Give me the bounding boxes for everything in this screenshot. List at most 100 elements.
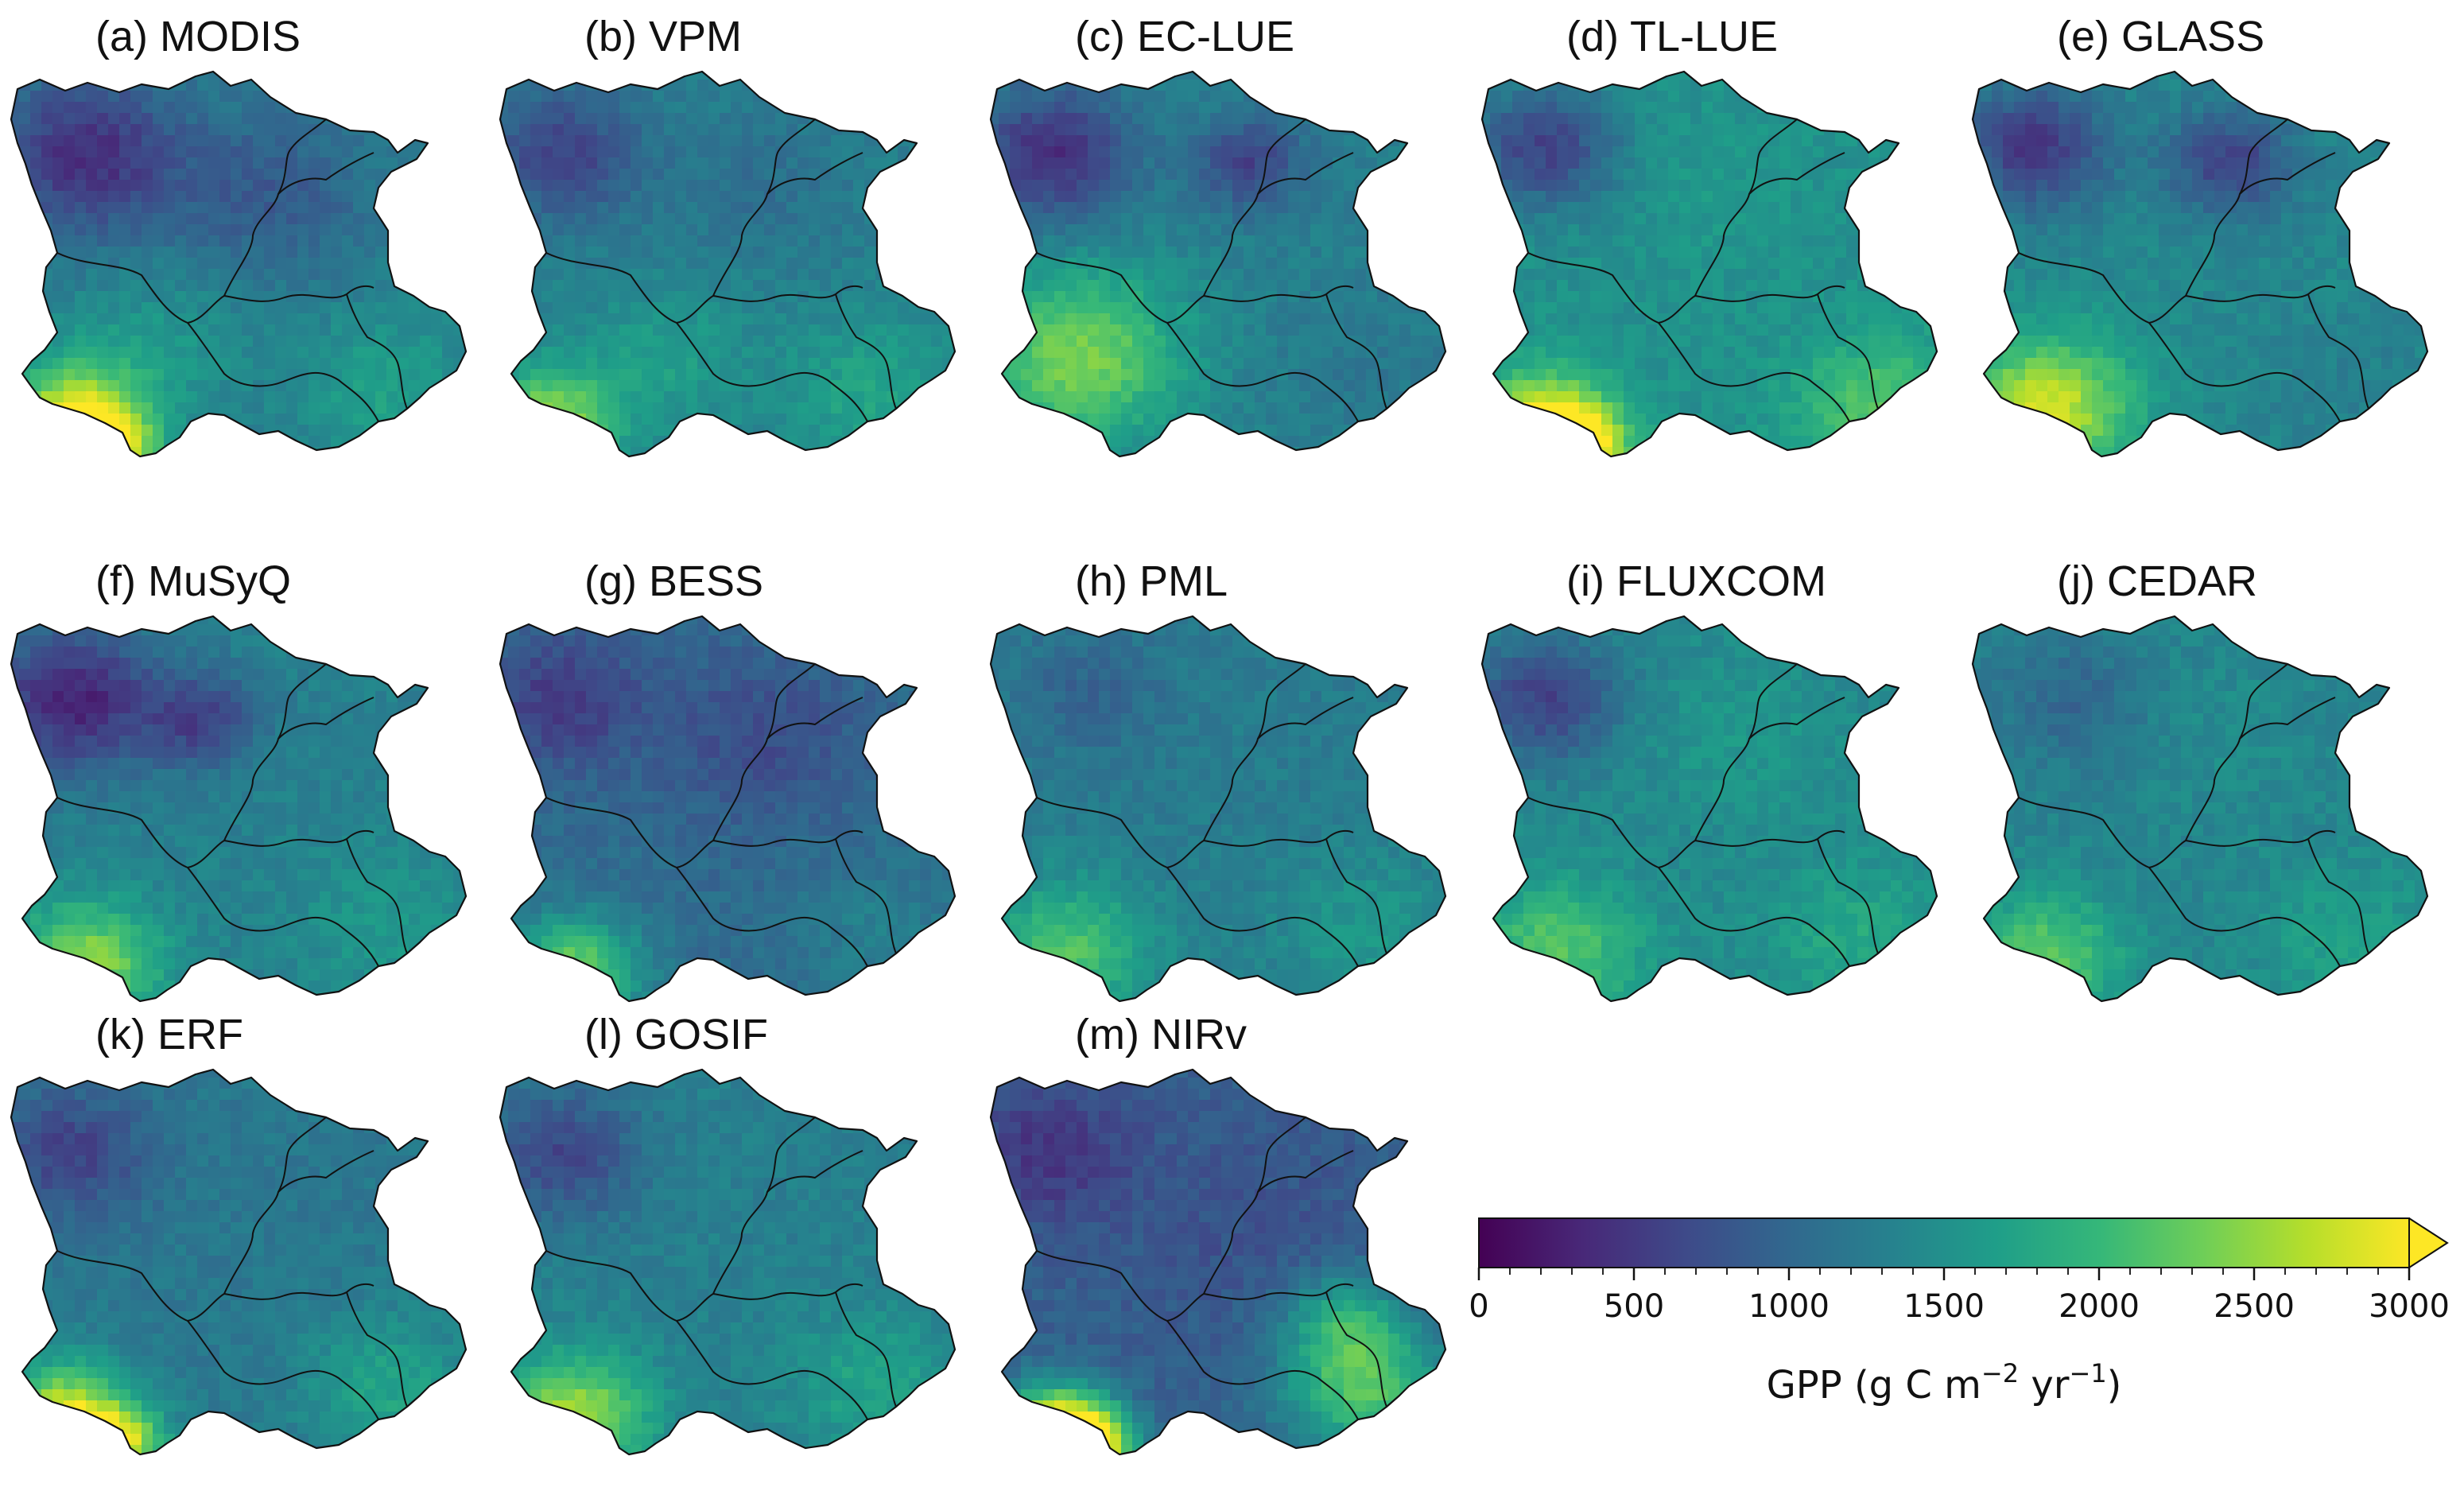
province-boundary xyxy=(187,1320,379,1420)
panel-title: (e) GLASS xyxy=(2057,13,2264,60)
province-boundary xyxy=(2018,252,2336,324)
province-boundary xyxy=(545,252,863,324)
province-boundary xyxy=(1748,118,1798,195)
map-panel-gosif: (l) GOSIF xyxy=(499,1011,956,1456)
map-panel-nirv: (m) NIRv xyxy=(989,1011,1447,1456)
panel-title: (b) VPM xyxy=(584,13,742,60)
colorbar-ticks: 0 500 1000 1500 2000 2500 3000 xyxy=(1469,1268,2450,1325)
province-boundary xyxy=(1203,152,1354,297)
region-outline xyxy=(989,1068,1447,1456)
province-boundary xyxy=(766,663,816,740)
province-boundary xyxy=(712,1150,863,1295)
colorbar-tick-label: 3000 xyxy=(2369,1288,2450,1325)
map-panel-glass: (e) GLASS xyxy=(1971,13,2429,458)
province-boundary xyxy=(1658,867,1850,967)
province-boundary xyxy=(2148,322,2341,422)
province-boundary xyxy=(2239,663,2288,740)
province-boundary xyxy=(1817,838,1879,954)
province-boundary xyxy=(1203,697,1354,841)
province-boundary xyxy=(1257,663,1306,740)
province-boundary xyxy=(277,118,327,195)
colorbar-bar xyxy=(1479,1218,2409,1268)
province-boundary xyxy=(277,1116,327,1193)
region-outline xyxy=(10,615,468,1003)
region-outline xyxy=(10,1068,468,1456)
province-boundary xyxy=(712,697,863,841)
region-outline xyxy=(499,1068,956,1456)
panel-title: (d) TL-LUE xyxy=(1566,13,1778,60)
province-boundary xyxy=(1817,293,1879,410)
region-outline xyxy=(989,70,1447,458)
province-boundary xyxy=(1527,252,1845,324)
province-boundary xyxy=(1036,797,1354,869)
province-boundary xyxy=(2307,293,2369,410)
map-panel-erf: (k) ERF xyxy=(10,1011,468,1456)
province-boundary xyxy=(1257,1116,1306,1193)
colorbar-label: GPP (g C m−2 yr−1) xyxy=(1767,1358,2122,1408)
map-panel-musyq: (f) MuSyQ xyxy=(10,557,468,1003)
province-boundary xyxy=(712,152,863,297)
province-boundary xyxy=(223,1150,374,1295)
province-boundary xyxy=(2148,867,2341,967)
province-boundary xyxy=(2185,697,2336,841)
province-boundary xyxy=(545,797,863,869)
province-boundary xyxy=(1036,1250,1354,1322)
province-boundary xyxy=(56,1250,374,1322)
province-boundary xyxy=(2185,152,2336,297)
panel-title: (k) ERF xyxy=(95,1011,243,1058)
colorbar-tick-label: 1000 xyxy=(1748,1288,1830,1325)
province-boundary xyxy=(1257,118,1306,195)
province-boundary xyxy=(1166,867,1359,967)
panel-title: (l) GOSIF xyxy=(584,1011,768,1058)
province-boundary xyxy=(835,293,897,410)
province-boundary xyxy=(346,293,408,410)
region-outline xyxy=(499,615,956,1003)
region-outline xyxy=(1971,70,2429,458)
province-boundary xyxy=(1658,322,1850,422)
province-boundary xyxy=(1527,797,1845,869)
province-boundary xyxy=(1325,1291,1387,1408)
colorbar-tick-label: 2000 xyxy=(2059,1288,2140,1325)
map-panel-modis: (a) MODIS xyxy=(10,13,468,458)
map-panel-bess: (g) BESS xyxy=(499,557,956,1003)
province-boundary xyxy=(835,838,897,954)
province-boundary xyxy=(223,697,374,841)
province-boundary xyxy=(346,1291,408,1408)
colorbar-extend-arrow xyxy=(2409,1218,2447,1268)
province-boundary xyxy=(676,322,868,422)
province-boundary xyxy=(346,838,408,954)
province-boundary xyxy=(56,797,374,869)
province-boundary xyxy=(187,867,379,967)
colorbar: 0 500 1000 1500 2000 2500 3000 GPP (g C m−2 yr… xyxy=(1469,1217,2450,1408)
colorbar-tick-label: 2500 xyxy=(2214,1288,2295,1325)
region-outline xyxy=(10,70,468,458)
province-boundary xyxy=(1694,152,1845,297)
panel-title: (a) MODIS xyxy=(95,13,301,60)
panel-title: (h) PML xyxy=(1075,557,1228,605)
panel-title: (g) BESS xyxy=(584,557,763,605)
map-panel-fluxcom: (i) FLUXCOM xyxy=(1480,557,1938,1003)
province-boundary xyxy=(1036,252,1354,324)
province-boundary xyxy=(2307,838,2369,954)
colorbar-tick-label: 0 xyxy=(1469,1288,1488,1325)
province-boundary xyxy=(1325,293,1387,410)
panel-title: (c) EC-LUE xyxy=(1075,13,1294,60)
province-boundary xyxy=(187,322,379,422)
province-boundary xyxy=(545,1250,863,1322)
panel-title: (f) MuSyQ xyxy=(95,557,291,605)
province-boundary xyxy=(1166,322,1359,422)
province-boundary xyxy=(766,1116,816,1193)
region-outline xyxy=(1480,70,1938,458)
region-outline xyxy=(499,70,956,458)
province-boundary xyxy=(2018,797,2336,869)
panel-title: (i) FLUXCOM xyxy=(1566,557,1826,605)
region-outline xyxy=(1971,615,2429,1003)
province-boundary xyxy=(835,1291,897,1408)
region-outline xyxy=(989,615,1447,1003)
map-panel-vpm: (b) VPM xyxy=(499,13,956,458)
panel-title: (j) CEDAR xyxy=(2057,557,2257,605)
province-boundary xyxy=(676,867,868,967)
map-panel-eclue: (c) EC-LUE xyxy=(989,13,1447,458)
colorbar-extend-frame xyxy=(2408,1217,2449,1268)
